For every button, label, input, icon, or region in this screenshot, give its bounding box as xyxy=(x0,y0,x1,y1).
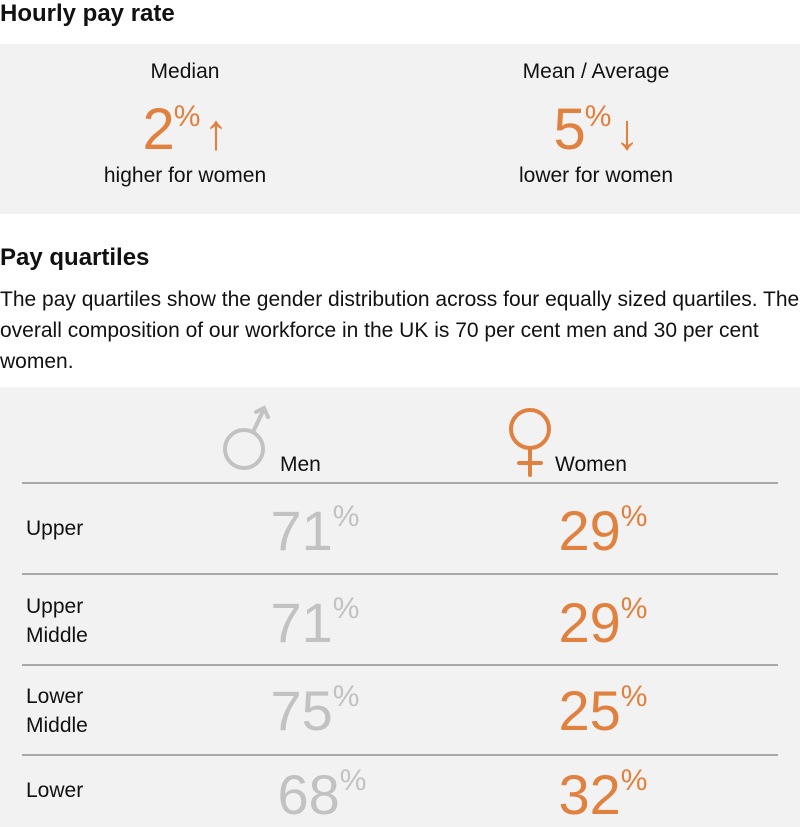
mean-label: Mean / Average xyxy=(522,60,670,83)
percent: % xyxy=(620,500,648,533)
row-label: Upper Middle xyxy=(26,595,88,647)
quartiles-title: Pay quartiles xyxy=(0,244,150,271)
row-label: Lower xyxy=(26,779,84,802)
median-label: Median xyxy=(150,60,220,83)
men-value: 75 xyxy=(270,679,333,742)
men-header: Men xyxy=(280,453,321,476)
percent: % xyxy=(620,680,648,713)
men-value: 68 xyxy=(277,763,340,826)
median-caption: higher for women xyxy=(103,164,267,187)
women-value: 32 xyxy=(558,763,621,826)
male-symbol-icon xyxy=(223,405,270,470)
row-label: Lower Middle xyxy=(26,685,88,737)
percent: % xyxy=(620,592,648,625)
mean-caption: lower for women xyxy=(518,164,674,187)
percent: % xyxy=(332,680,360,713)
row-label: Upper xyxy=(26,517,84,540)
percent: % xyxy=(332,592,360,625)
quartiles-panel: Men Women xyxy=(0,387,800,827)
median-value: 2 xyxy=(142,97,175,162)
arrow-down-icon: ↓ xyxy=(614,104,639,160)
percent: % xyxy=(339,764,367,797)
men-value: 71 xyxy=(270,591,333,654)
women-value: 29 xyxy=(558,499,621,562)
divider xyxy=(22,573,778,575)
female-symbol-icon xyxy=(509,408,551,477)
percent: % xyxy=(584,100,612,133)
percent: % xyxy=(620,764,648,797)
women-header: Women xyxy=(555,453,627,476)
divider xyxy=(22,754,778,756)
hourly-title: Hourly pay rate xyxy=(0,0,175,27)
women-value: 25 xyxy=(558,679,621,742)
men-value: 71 xyxy=(270,499,333,562)
arrow-up-icon: ↑ xyxy=(203,104,228,160)
hourly-panel: Median 2%↑ higher for women Mean / Avera… xyxy=(0,44,800,214)
percent: % xyxy=(332,500,360,533)
quartiles-description: The pay quartiles show the gender distri… xyxy=(0,288,800,373)
divider xyxy=(22,482,778,484)
percent: % xyxy=(173,100,201,133)
divider xyxy=(22,664,778,666)
mean-value: 5 xyxy=(553,97,586,162)
women-value: 29 xyxy=(558,591,621,654)
